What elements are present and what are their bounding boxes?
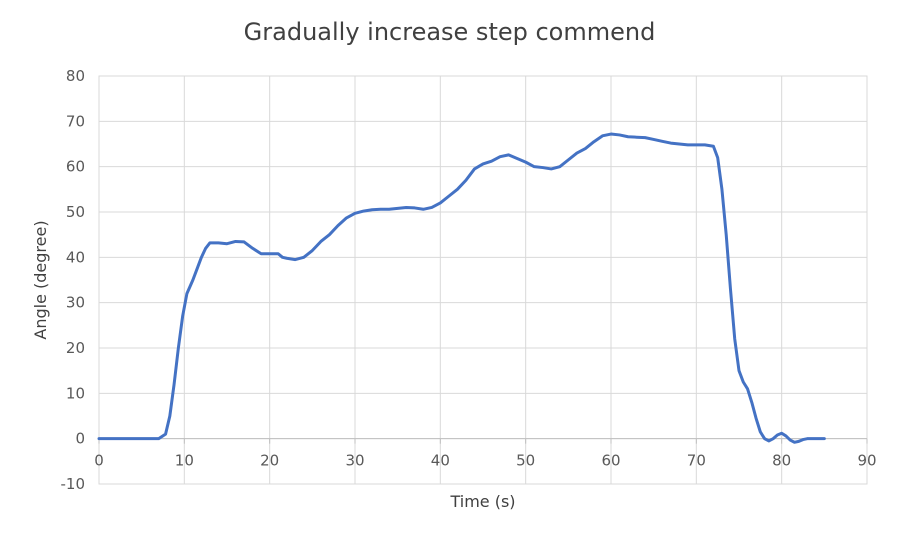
x-tick-label: 60 xyxy=(601,452,620,470)
x-tick-label: 80 xyxy=(772,452,791,470)
x-tick-label: 70 xyxy=(687,452,706,470)
x-tick-label: 10 xyxy=(175,452,194,470)
y-tick-label: 40 xyxy=(66,248,85,266)
x-axis-title: Time (s) xyxy=(449,492,515,511)
y-tick-label: 50 xyxy=(66,203,85,221)
series-line xyxy=(97,132,826,444)
series-group xyxy=(97,132,826,444)
x-tick-label: 50 xyxy=(516,452,535,470)
y-tick-label: 60 xyxy=(66,158,85,176)
x-axis-tick-labels: 0 10 20 30 40 50 60 70 80 90 xyxy=(94,452,876,470)
x-tick-label: 30 xyxy=(345,452,364,470)
x-tick-label: 40 xyxy=(431,452,450,470)
y-tick-label: 10 xyxy=(66,384,85,402)
plot-area-border xyxy=(98,75,868,485)
chart-title: Gradually increase step commend xyxy=(243,18,656,46)
y-tick-label: 70 xyxy=(66,112,85,130)
x-tick-label: 20 xyxy=(260,452,279,470)
y-axis-title: Angle (degree) xyxy=(31,220,50,339)
x-axis-line xyxy=(98,438,868,444)
x-tick-label: 0 xyxy=(94,452,104,470)
y-tick-label: 20 xyxy=(66,339,85,357)
y-tick-label: -10 xyxy=(61,475,86,493)
y-tick-label: 30 xyxy=(66,294,85,312)
gridlines xyxy=(98,75,868,485)
y-tick-label: 0 xyxy=(75,430,85,448)
x-tick-label: 90 xyxy=(857,452,876,470)
y-tick-label: 80 xyxy=(66,67,85,85)
y-axis-tick-labels: -10 0 10 20 30 40 50 60 70 80 xyxy=(61,67,86,493)
